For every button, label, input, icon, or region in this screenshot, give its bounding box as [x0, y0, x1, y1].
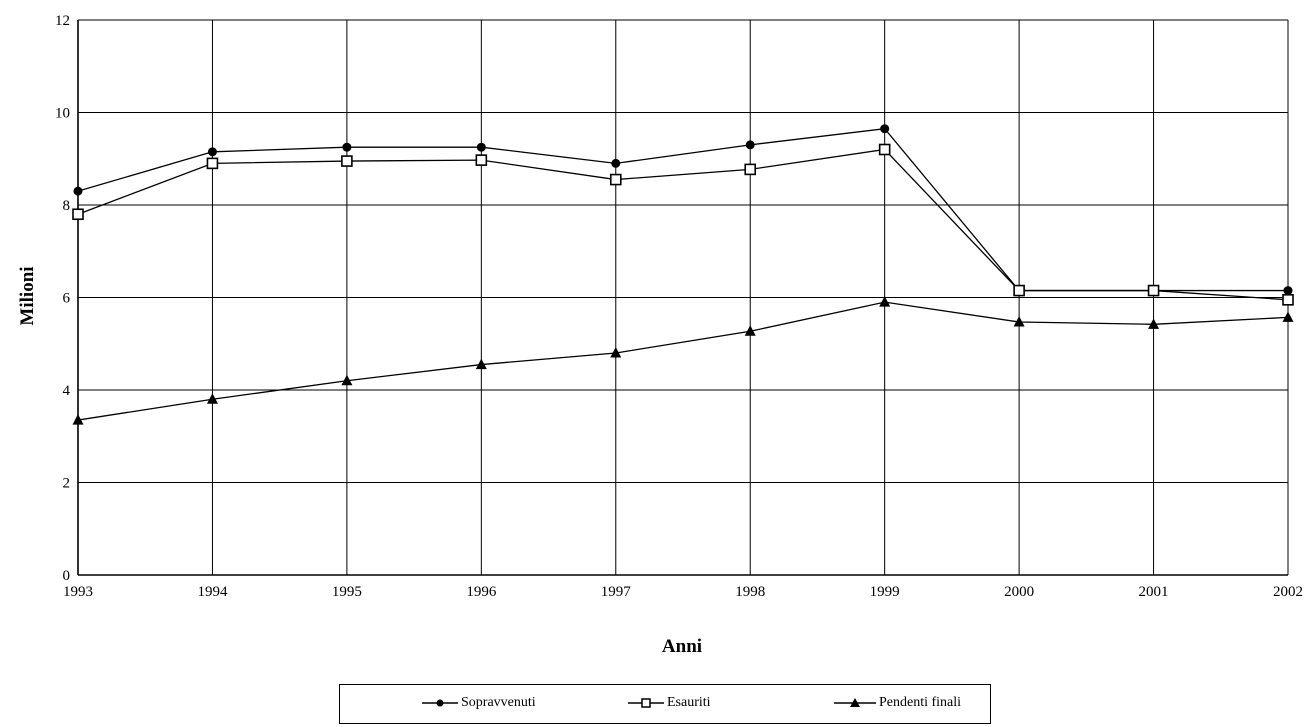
- point-esauriti: [72, 208, 84, 221]
- y-tick-label: 4: [63, 383, 71, 399]
- point-sopravvenuti: [476, 142, 486, 152]
- series-line-sopravvenuti: [77, 127, 1288, 292]
- series-layer: [72, 124, 1294, 425]
- legend-label: Pendenti finali: [879, 695, 962, 710]
- point-esauriti: [878, 143, 891, 156]
- point-esauriti: [744, 163, 757, 176]
- point-pendenti-finali: [341, 374, 353, 386]
- point-esauriti: [1013, 284, 1025, 297]
- point-sopravvenuti: [611, 158, 621, 168]
- legend-circle-marker-icon: [422, 699, 458, 707]
- point-pendenti-finali: [1148, 318, 1160, 329]
- legend: Sopravvenuti Esauriti Pendenti finali: [339, 684, 991, 724]
- point-esauriti: [341, 155, 353, 167]
- series-pendenti-finali: [72, 296, 1294, 425]
- legend-item-sopravvenuti: Sopravvenuti: [422, 695, 536, 711]
- y-tick-label: 6: [63, 291, 71, 307]
- point-pendenti-finali: [1013, 316, 1025, 327]
- y-tick-label: 12: [55, 13, 70, 29]
- x-tick-label: 2002: [1273, 584, 1303, 600]
- y-tick-label: 10: [55, 106, 70, 122]
- x-tick-label: 1995: [332, 584, 362, 600]
- grid: [77, 19, 1289, 576]
- point-esauriti: [1147, 284, 1160, 297]
- x-tick-label: 1994: [197, 584, 228, 600]
- point-pendenti-finali: [475, 358, 487, 370]
- point-esauriti: [475, 154, 488, 166]
- point-sopravvenuti: [1283, 286, 1293, 296]
- point-sopravvenuti: [73, 186, 83, 196]
- legend-label: Esauriti: [667, 695, 711, 710]
- y-tick-label: 8: [63, 198, 71, 214]
- series-sopravvenuti: [73, 124, 1293, 296]
- point-sopravvenuti: [342, 142, 352, 152]
- point-pendenti-finali: [72, 414, 84, 425]
- x-tick-label: 1999: [870, 584, 900, 600]
- series-esauriti: [72, 143, 1294, 306]
- legend-square-marker-icon: [628, 698, 664, 708]
- x-axis-title: Anni: [662, 636, 702, 657]
- point-pendenti-finali: [744, 325, 756, 336]
- legend-label: Sopravvenuti: [461, 695, 536, 710]
- legend-triangle-marker-icon: [834, 698, 876, 707]
- x-tick-label: 1993: [63, 584, 93, 600]
- x-tick-label: 1998: [735, 584, 765, 600]
- point-esauriti: [609, 173, 622, 186]
- x-tick-label: 2000: [1004, 584, 1034, 600]
- line-chart: 0 2 4 6 8 10 12 1993 1994 1995 1996 1997 1998 1999 20…: [17, 13, 1303, 657]
- y-axis-title: Milioni: [17, 266, 38, 325]
- point-sopravvenuti: [207, 147, 217, 157]
- legend-item-pendenti-finali: Pendenti finali: [834, 695, 961, 711]
- y-tick-label: 2: [63, 476, 71, 492]
- point-esauriti: [206, 157, 219, 170]
- point-pendenti-finali: [206, 393, 218, 404]
- point-esauriti: [1282, 294, 1294, 306]
- y-tick-label: 0: [63, 568, 71, 584]
- legend-item-esauriti: Esauriti: [628, 695, 711, 711]
- series-line-esauriti: [77, 148, 1289, 301]
- x-tick-label: 2001: [1139, 584, 1169, 600]
- y-axis-ticks: 0 2 4 6 8 10 12: [55, 13, 71, 584]
- x-tick-label: 1997: [601, 584, 632, 600]
- point-pendenti-finali: [1282, 311, 1294, 322]
- series-line-pendenti-finali: [77, 301, 1289, 421]
- point-sopravvenuti: [880, 124, 890, 134]
- x-tick-label: 1996: [466, 584, 497, 600]
- x-axis-ticks: 1993 1994 1995 1996 1997 1998 1999 2000 2001 2002: [63, 584, 1303, 600]
- point-pendenti-finali: [879, 296, 891, 307]
- point-pendenti-finali: [610, 347, 622, 358]
- point-sopravvenuti: [745, 140, 755, 150]
